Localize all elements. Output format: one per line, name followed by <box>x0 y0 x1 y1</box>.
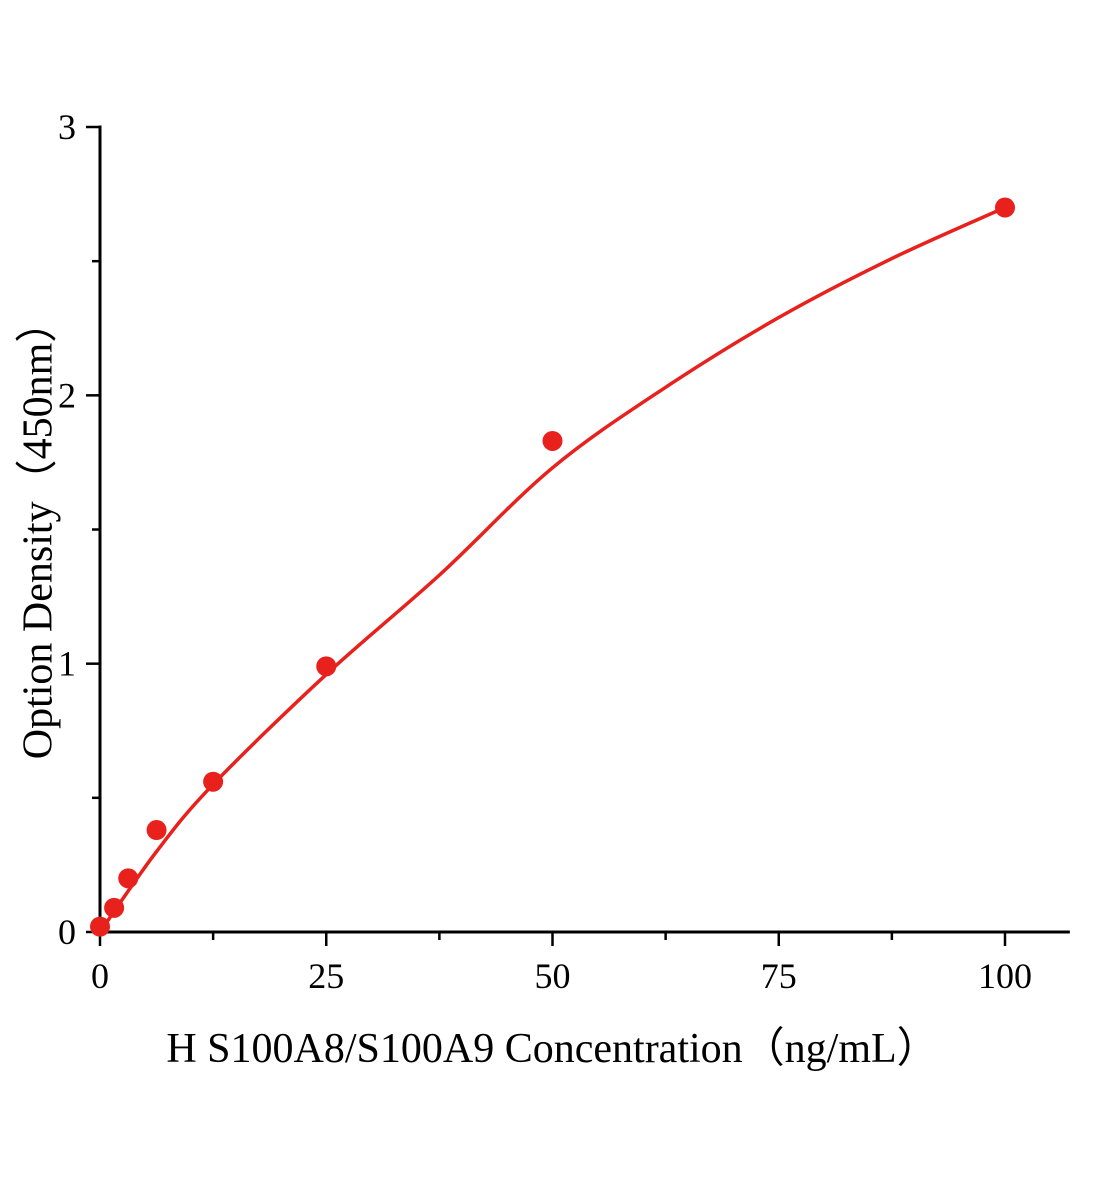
x-tick-label: 100 <box>978 956 1032 996</box>
data-point-marker <box>90 916 110 937</box>
y-tick-label: 1 <box>58 644 76 684</box>
y-tick-label: 0 <box>58 912 76 952</box>
x-axis-label: H S100A8/S100A9 Concentration（ng/mL） <box>166 1026 939 1072</box>
x-tick-label: 75 <box>761 956 797 996</box>
x-tick-label: 0 <box>91 956 109 996</box>
x-tick-label: 50 <box>535 956 571 996</box>
y-tick-label: 2 <box>58 375 76 415</box>
y-tick-label: 3 <box>58 107 76 147</box>
fit-curve-path <box>98 205 1007 934</box>
data-point-marker <box>542 430 563 451</box>
data-point-marker <box>146 820 167 841</box>
y-axis-label: Option Density（450nm） <box>15 300 62 760</box>
x-tick-label: 25 <box>308 956 344 996</box>
